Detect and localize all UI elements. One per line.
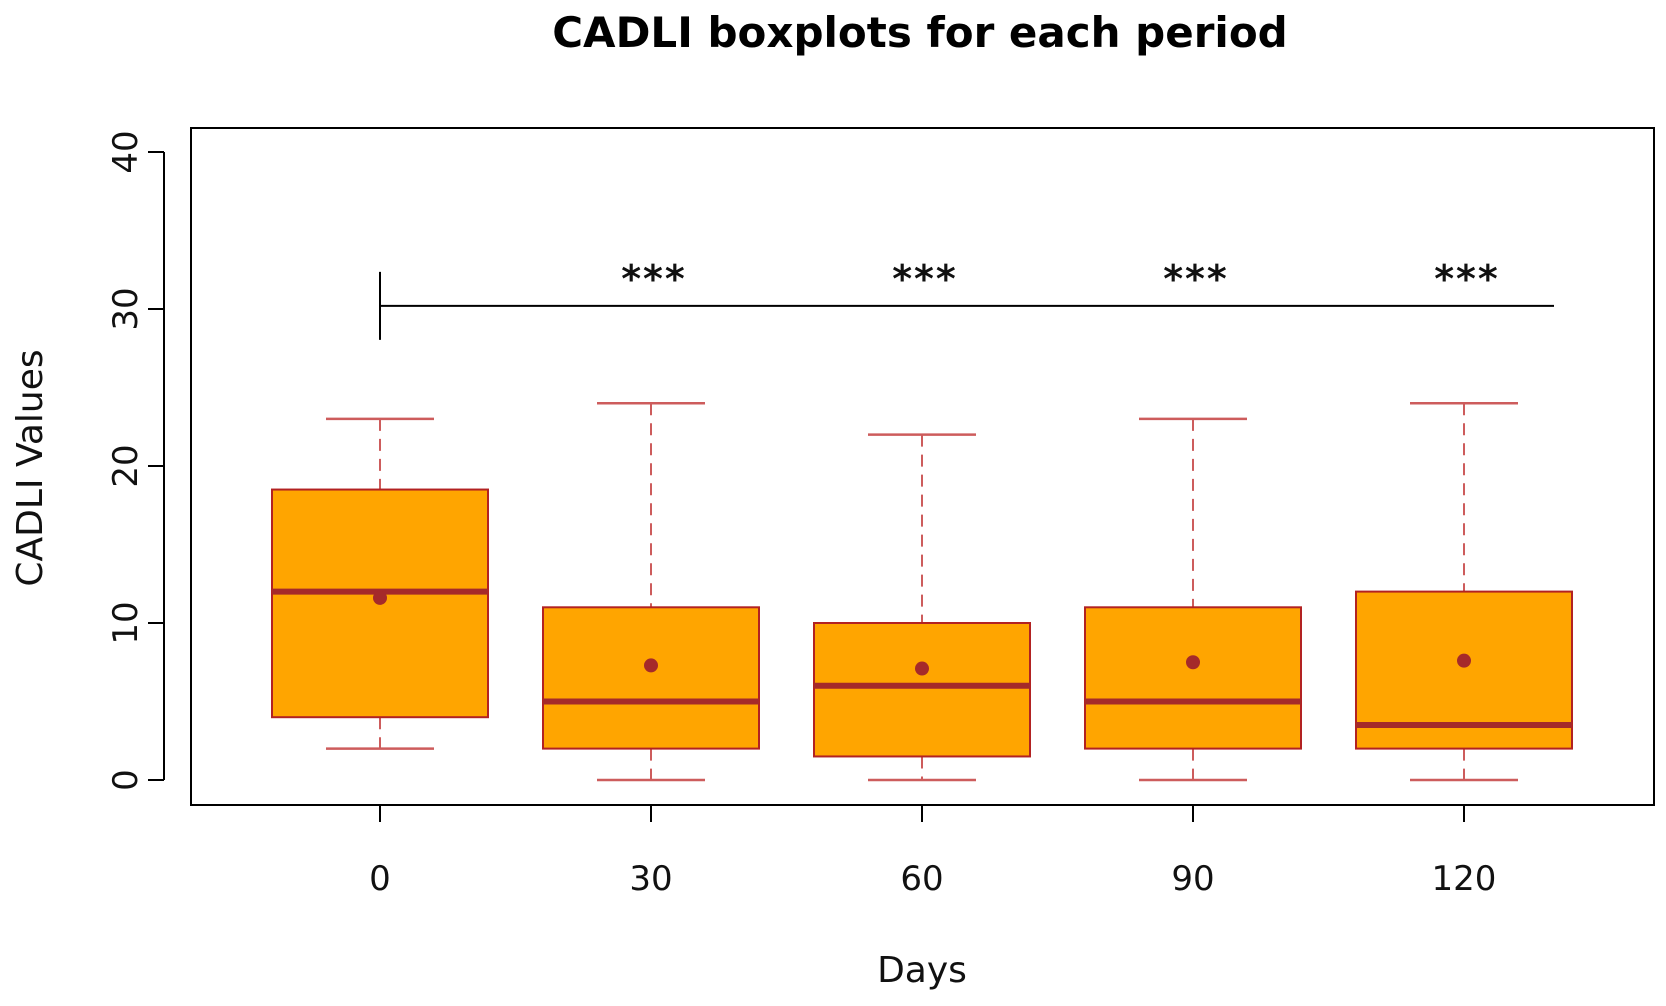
significance-label: ***: [892, 257, 958, 301]
mean-point: [373, 590, 387, 605]
x-tick-label: 0: [369, 859, 391, 899]
mean-point: [1186, 655, 1200, 670]
boxes: [271, 401, 1573, 782]
mean-point: [1457, 653, 1471, 668]
box-group-120: [1355, 401, 1573, 782]
iqr-box: [1084, 606, 1302, 750]
box-group-30: [542, 401, 760, 782]
x-axis: 0 30 60 90 120: [369, 804, 1497, 899]
iqr-box: [813, 622, 1031, 758]
y-axis: 0 10 20 30 40: [106, 130, 165, 791]
significance-annotations: *** *** *** ***: [379, 257, 1554, 340]
x-tick-label: 30: [629, 859, 672, 899]
y-tick-label: 30: [106, 287, 146, 330]
box-group-90: [1084, 417, 1302, 782]
box-group-60: [813, 433, 1031, 782]
mean-point: [644, 658, 658, 673]
x-axis-label: Days: [877, 950, 967, 991]
x-tick-label: 90: [1171, 859, 1214, 899]
y-tick-label: 10: [106, 601, 146, 644]
x-tick-label: 120: [1432, 859, 1497, 899]
significance-label: ***: [1434, 257, 1500, 301]
x-tick-label: 60: [900, 859, 943, 899]
significance-label: ***: [621, 257, 687, 301]
chart-title: CADLI boxplots for each period: [552, 8, 1288, 57]
y-axis-label: CADLI Values: [10, 349, 51, 586]
y-tick-label: 0: [106, 769, 146, 791]
y-tick-label: 20: [106, 444, 146, 487]
iqr-box: [542, 606, 760, 750]
significance-label: ***: [1163, 257, 1229, 301]
mean-point: [915, 661, 929, 676]
y-tick-label: 40: [106, 130, 146, 173]
box-group-0: [271, 417, 489, 750]
